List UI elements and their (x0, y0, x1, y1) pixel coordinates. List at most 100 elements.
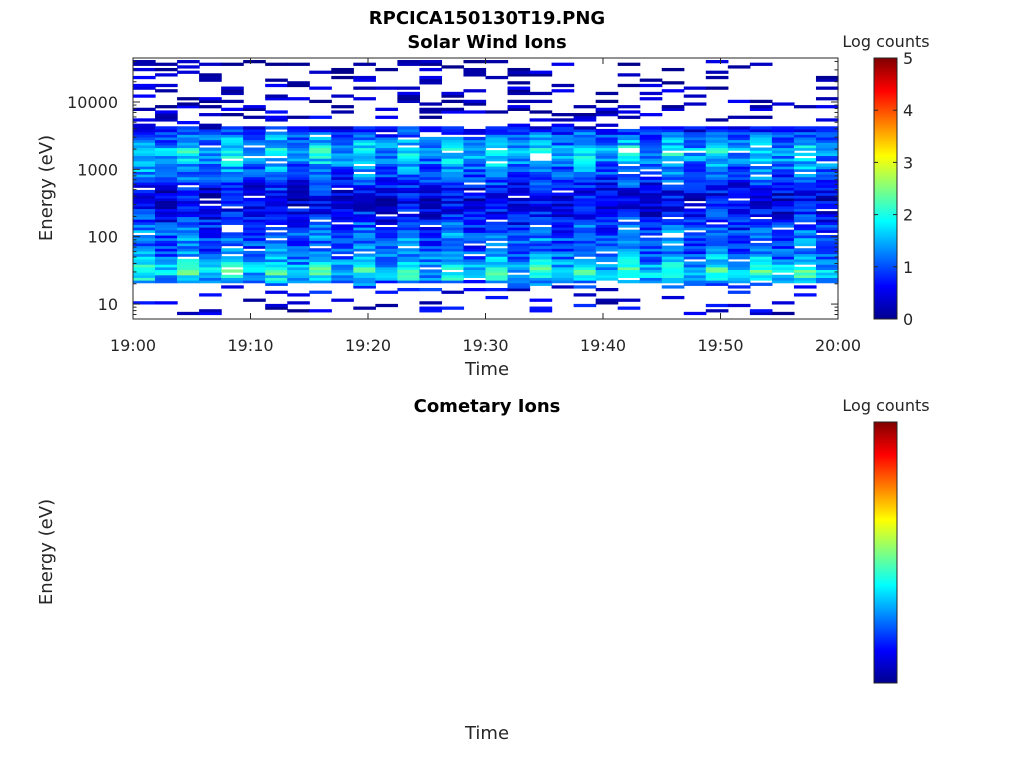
heatmap-cell (617, 139, 641, 143)
heatmap-cell (155, 240, 178, 244)
heatmap-cell (749, 179, 773, 183)
heatmap-cell (199, 184, 222, 188)
heatmap-cell (331, 147, 354, 151)
heatmap-cell (705, 303, 729, 308)
heatmap-cell (617, 176, 641, 180)
heatmap-cell (133, 227, 156, 231)
heatmap-cell (485, 232, 509, 236)
heatmap-cell (287, 227, 310, 231)
heatmap-cell (639, 97, 663, 101)
heatmap-cell (309, 232, 332, 236)
heatmap-cell (265, 253, 288, 257)
heatmap-cell (375, 150, 398, 154)
heatmap-cell (199, 62, 222, 66)
heatmap-cell (727, 229, 751, 233)
heatmap-cell (727, 168, 751, 172)
heatmap-cell (353, 280, 376, 284)
x-tick-label: 19:30 (462, 336, 508, 355)
heatmap-cell (441, 110, 465, 114)
heatmap-cell (309, 277, 332, 281)
heatmap-cell (749, 227, 773, 231)
heatmap-cell (265, 126, 288, 130)
heatmap-cell (155, 253, 178, 257)
heatmap-cell (221, 176, 244, 180)
heatmap-cell (309, 208, 332, 212)
heatmap-cell (419, 158, 443, 162)
heatmap-cell (463, 158, 487, 162)
heatmap-cell (419, 62, 443, 66)
heatmap-cell (287, 168, 310, 172)
heatmap-cell (177, 142, 200, 146)
heatmap-cell (287, 131, 310, 135)
heatmap-cell (551, 200, 575, 204)
heatmap-cell (551, 163, 575, 167)
heatmap-cell (771, 187, 795, 191)
heatmap-cell (199, 123, 222, 127)
heatmap-cell (463, 163, 487, 167)
heatmap-cell (727, 274, 751, 278)
heatmap-cell (397, 216, 421, 220)
heatmap-cell (529, 248, 553, 252)
heatmap-cell (155, 211, 178, 215)
heatmap-cell (595, 144, 619, 149)
heatmap-cell (485, 150, 509, 154)
heatmap-cell (353, 205, 376, 210)
heatmap-cell (529, 221, 553, 225)
heatmap-cell (331, 256, 354, 260)
heatmap-cell (573, 181, 597, 186)
heatmap-cell (177, 269, 200, 273)
heatmap-cell (551, 227, 575, 231)
heatmap-cell (507, 245, 531, 249)
heatmap-cell (485, 155, 509, 159)
heatmap-cell (529, 237, 553, 241)
heatmap-cell (507, 150, 531, 154)
heatmap-cell (529, 280, 553, 284)
heatmap-cell (617, 280, 641, 284)
heatmap-cell (441, 264, 465, 268)
heatmap-cell (309, 168, 332, 172)
heatmap-cell (573, 227, 597, 231)
heatmap-cell (353, 78, 376, 82)
heatmap-cell (529, 126, 553, 130)
heatmap-cell (595, 240, 619, 244)
heatmap-cell (529, 128, 553, 133)
heatmap-cell (485, 221, 509, 225)
heatmap-cell (507, 168, 531, 172)
heatmap-cell (573, 197, 597, 202)
heatmap-cell (419, 248, 443, 252)
heatmap-cell (441, 227, 465, 231)
heatmap-cell (815, 174, 839, 178)
heatmap-cell (727, 131, 751, 135)
colorbar-tick-label: 4 (903, 101, 913, 120)
heatmap-cell (419, 139, 443, 143)
heatmap-cell (419, 280, 443, 284)
heatmap-cell (793, 197, 817, 202)
heatmap-cell (815, 234, 839, 239)
heatmap-cell (287, 97, 310, 101)
heatmap-cell (397, 237, 421, 241)
heatmap-cell (793, 184, 817, 188)
heatmap-cell (243, 253, 266, 257)
heatmap-cell (265, 200, 288, 204)
heatmap-cell (287, 221, 310, 225)
heatmap-cell (551, 245, 575, 249)
heatmap-cell (243, 211, 266, 215)
heatmap-cell (815, 155, 839, 159)
heatmap-cell (375, 269, 398, 273)
heatmap-cell (177, 195, 200, 199)
heatmap-cell (287, 203, 310, 207)
heatmap-cell (243, 134, 266, 138)
heatmap-cell (529, 269, 553, 273)
heatmap-cell (683, 184, 707, 188)
heatmap-cell (265, 94, 288, 98)
heatmap-cell (595, 139, 619, 143)
heatmap-cell (419, 242, 443, 247)
heatmap-cell (551, 269, 575, 273)
heatmap-cell (595, 147, 619, 151)
heatmap-cell (771, 250, 795, 255)
heatmap-cell (551, 197, 575, 202)
heatmap-cell (265, 163, 288, 167)
heatmap-cell (551, 229, 575, 233)
heatmap-cell (639, 91, 663, 96)
heatmap-cell (529, 131, 553, 135)
